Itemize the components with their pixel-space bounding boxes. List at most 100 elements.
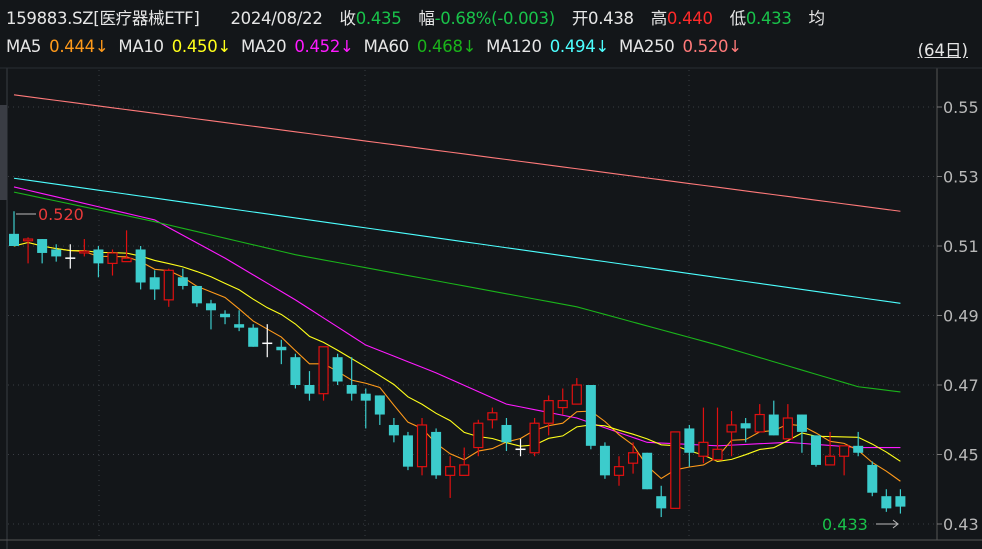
candle-body [191,285,202,304]
candle-body [93,249,104,264]
candle-body [459,464,470,476]
candle-body [388,424,399,436]
candle-body [79,250,90,254]
high-label: 高 [650,9,668,28]
candle-body [698,441,709,457]
ma-legend-value: 0.452↓ [294,37,354,56]
low-value: 0.433 [745,9,792,28]
ma-legend-value: 0.494↓ [549,37,610,56]
candle-body [810,435,821,465]
ma-legend-label: MA20 [240,37,287,56]
candle-body [557,400,568,409]
candle-body [656,496,667,509]
ma-legend-label: MA10 [118,37,164,56]
ma-legend-label: MA120 [486,37,542,56]
ma-legend-label: MA250 [618,37,675,56]
candle-body [121,257,132,263]
candle-body [881,496,892,509]
y-tick-label: 0.47 [943,376,979,395]
candle-body [754,413,765,433]
candle-body [670,431,681,509]
candle-body [867,464,878,493]
left-scroll-handle [0,105,7,200]
candle-body [416,424,428,468]
y-tick-label: 0.53 [943,168,979,187]
candle-body [177,277,188,286]
candle-body [895,496,906,507]
candle-body [585,385,596,446]
candle-body [304,385,315,394]
quote-date: 2024/08/22 [230,9,323,28]
y-tick-label: 0.51 [943,237,979,256]
candle-body [402,435,413,467]
candle-body [248,327,259,347]
ma-legend-value: 0.450↓ [171,37,232,56]
candle-body [445,466,456,476]
candle-body [726,424,737,433]
ma-legend-label: MA5 [6,37,42,56]
candle-body [318,346,329,395]
candle-body [740,423,751,429]
candle-body [473,422,484,449]
ma-legend-label: MA60 [363,37,410,56]
candle-body [613,466,625,476]
candle-body [135,249,146,283]
change-value: -0.68%(-0.003) [434,9,556,28]
change-label: 幅 [418,9,435,28]
candle-body [543,400,554,424]
candle-body [768,414,779,436]
candle-body [501,424,512,443]
ma-line-ma10 [13,241,901,463]
candle-body [290,357,301,385]
low-label: 低 [729,9,747,28]
candle-body [782,417,793,440]
ma-legend-value: 0.520↓ [682,37,743,56]
ma-legend-value: 0.444↓ [49,37,109,56]
candle-body [796,414,807,432]
candle-body [571,384,582,405]
ma-line-ma5 [13,241,901,482]
candle-body [234,324,245,328]
candle-body [51,249,62,257]
max-price-label: 0.520 [38,205,84,224]
ma-line-ma60 [13,191,901,393]
candle-body [346,385,357,394]
open-value: 0.438 [588,9,634,28]
ma-legend: MA5 0.444↓ MA10 0.450↓ MA20 0.452↓ MA60 0.468↓ M… [6,37,752,56]
y-tick-label: 0.43 [943,515,979,534]
y-tick-label: 0.55 [943,98,979,117]
candle-body [149,277,160,290]
period-selector[interactable]: (64日) [917,41,968,60]
ma-line-ma250 [13,94,901,212]
candle-body [360,393,371,401]
close-value: 0.435 [355,9,402,28]
candle-body [529,422,540,454]
y-tick-label: 0.49 [943,307,979,326]
candle-body [487,412,498,421]
y-tick-label: 0.45 [943,446,979,465]
candle-body [627,452,639,464]
candle-body [684,428,695,453]
ma-legend-value: 0.468↓ [416,37,477,56]
candle-body [107,252,118,264]
open-label: 开 [571,9,589,28]
ma-line-ma20 [13,186,901,449]
candle-body [9,233,19,246]
candle-body [839,445,850,457]
high-value: 0.440 [666,9,713,28]
min-price-label: 0.433 [822,515,868,534]
security-code: 159883.SZ[医疗器械ETF] [6,9,200,28]
candle-body [642,452,653,490]
candle-body [712,448,723,461]
candle-body [205,303,216,311]
candle-body [599,445,610,476]
close-label: 收 [339,9,357,28]
candle-body [853,445,864,453]
candle-body [37,239,48,253]
avg-label: 均 [808,9,826,28]
candle-body [824,455,836,466]
candle-body [163,269,174,301]
min-marker-arrow-icon [892,519,899,529]
candle-body [431,431,442,476]
